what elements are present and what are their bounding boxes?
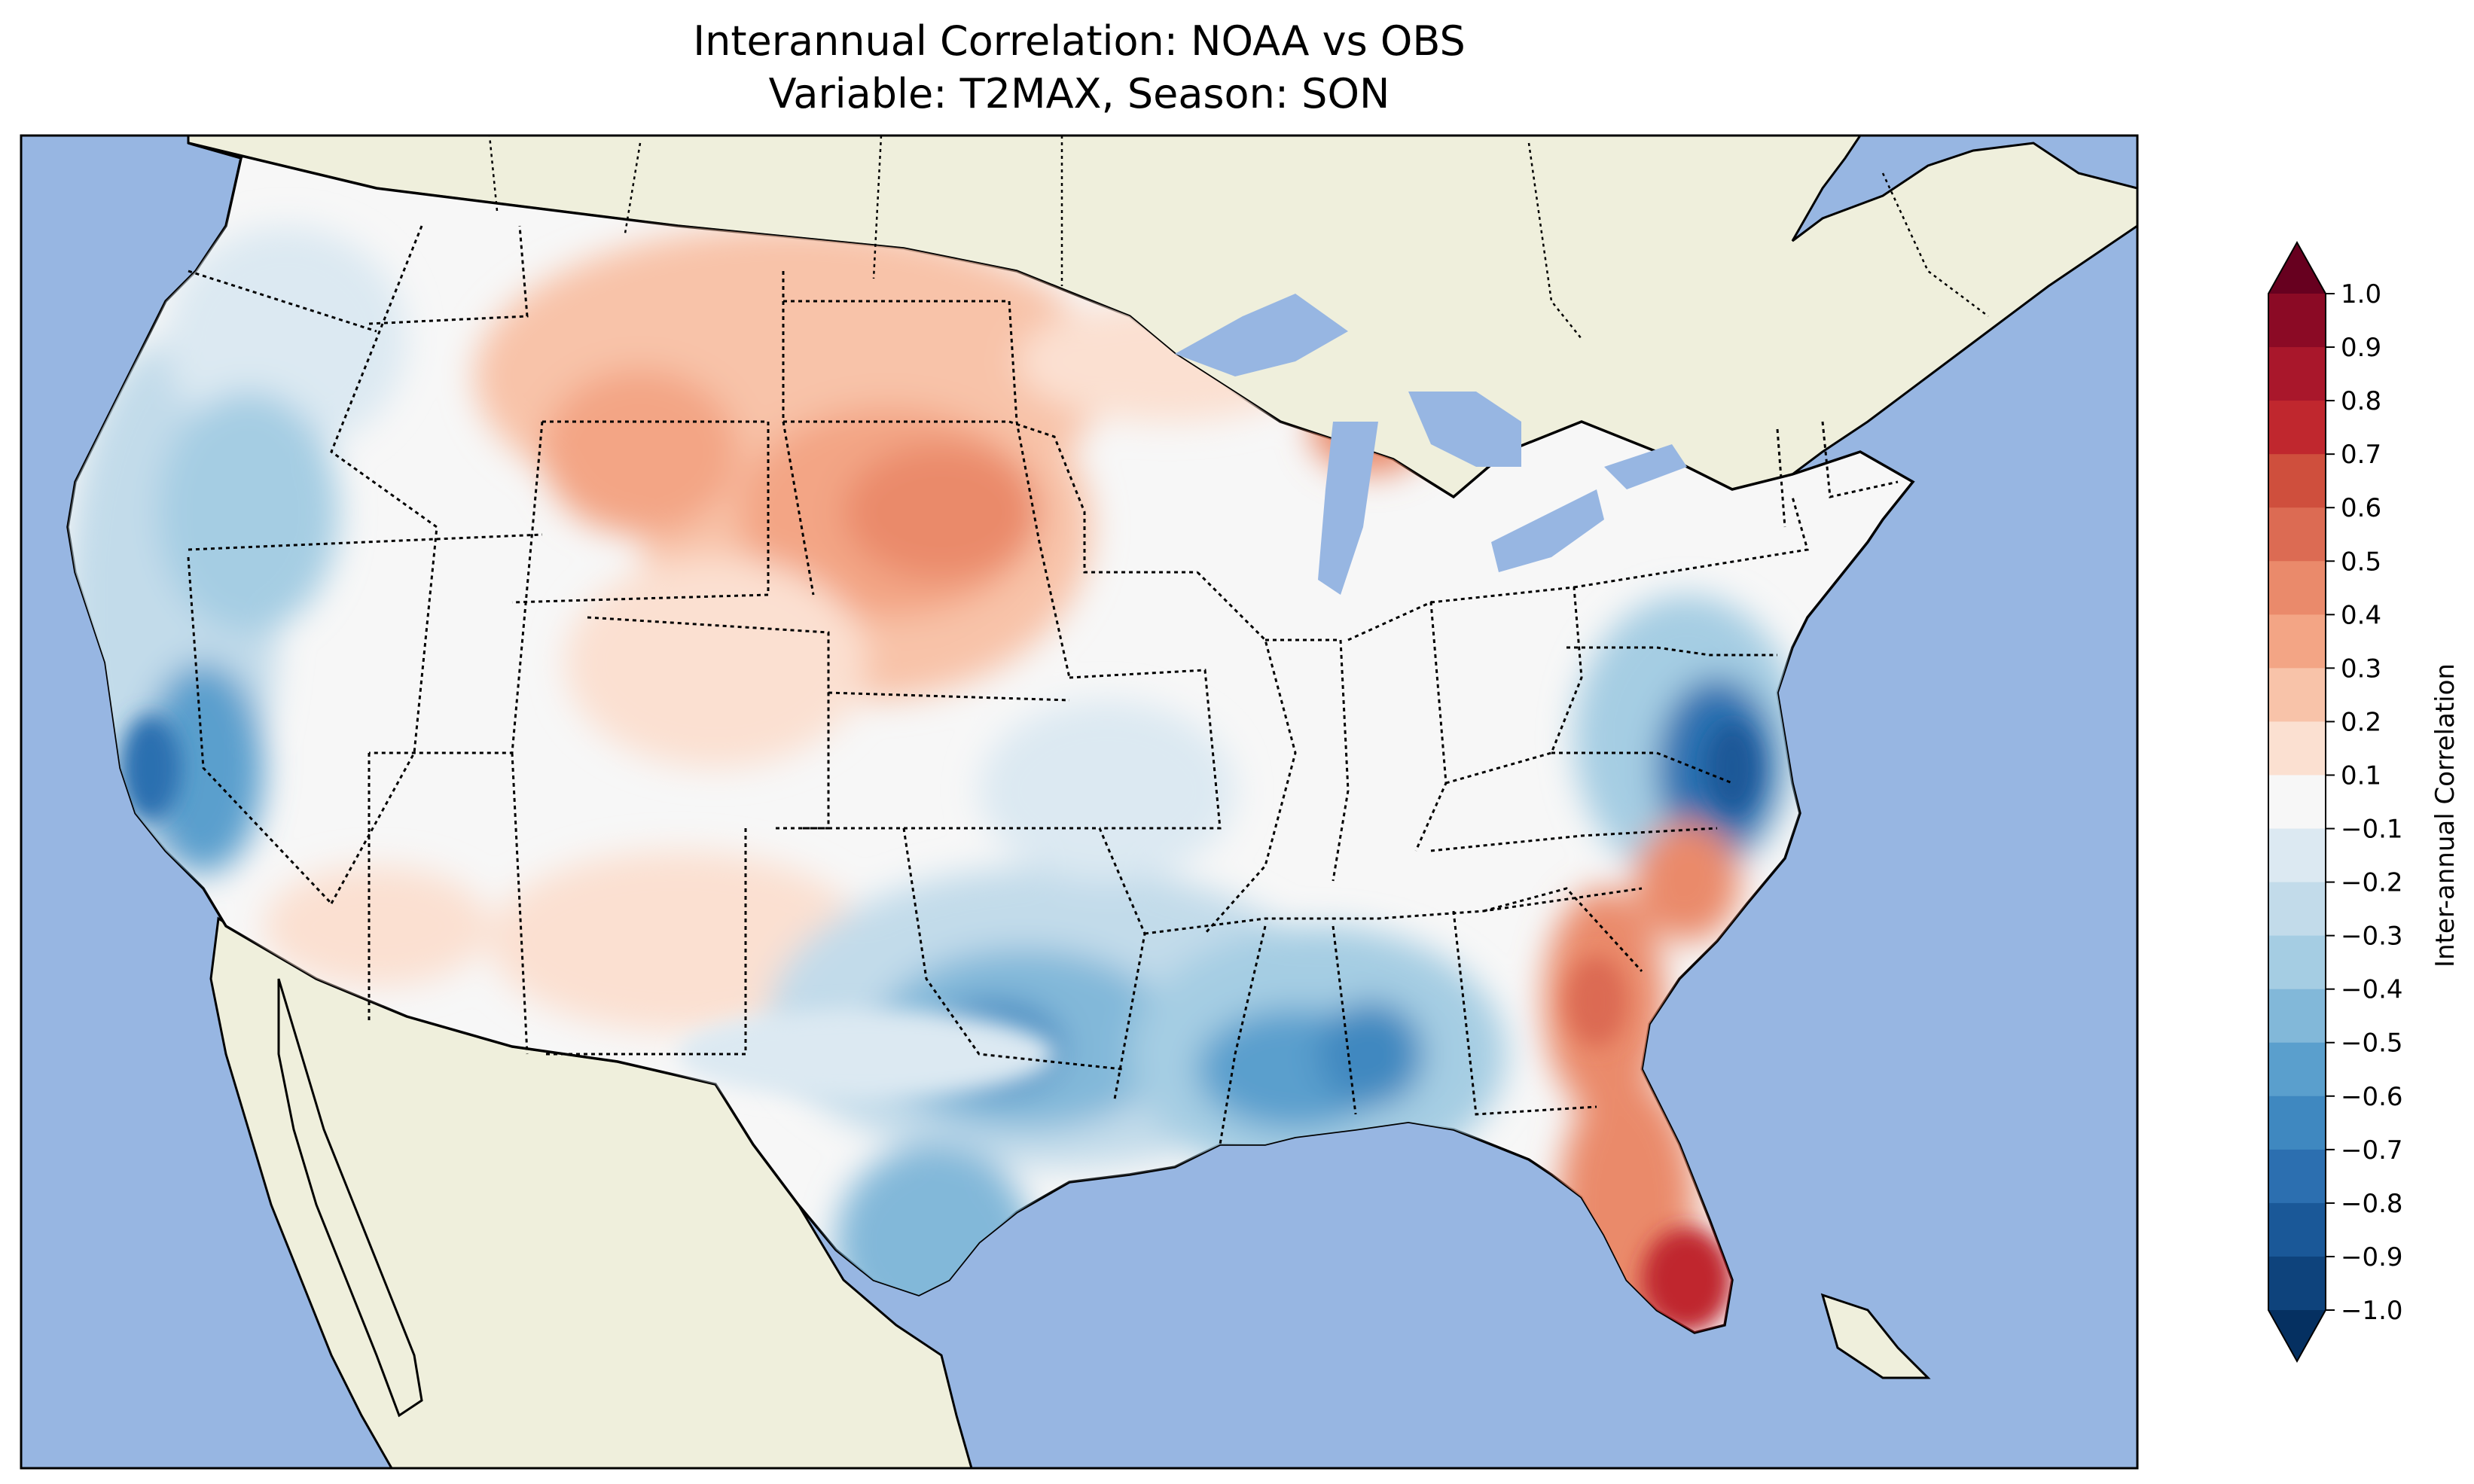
colorbar-tick-label: −0.8 [2341,1189,2403,1219]
colorbar-tick-label: 0.8 [2341,386,2381,416]
colorbar-segment [2268,1095,2326,1150]
colorbar-extend-top [2268,242,2326,294]
colorbar-tick-label: −0.3 [2341,922,2403,952]
colorbar-tick-label: −0.2 [2341,868,2403,898]
colorbar-segment [2268,882,2326,937]
colorbar-segment [2268,775,2326,830]
colorbar-tick-label: 0.5 [2341,547,2381,577]
title-line-2: Variable: T2MAX, Season: SON [768,70,1390,117]
colorbar-segment [2268,294,2326,348]
great-lakes [1175,294,1687,595]
colorbar-segment [2268,614,2326,669]
colorbar-segment [2268,1202,2326,1257]
colorbar-segment [2268,1149,2326,1204]
colorbar-segment [2268,935,2326,990]
colorbar-segment [2268,828,2326,883]
colorbar-tick-label: 0.1 [2341,760,2381,791]
colorbar-tick-label: 0.3 [2341,654,2381,684]
map-frame [20,134,2139,1470]
colorbar-tick-label: 1.0 [2341,279,2381,309]
colorbar-segment [2268,721,2326,776]
colorbar-tick-label: −0.7 [2341,1135,2403,1166]
colorbar-tick-label: 0.4 [2341,600,2381,630]
colorbar-tick-label: 0.6 [2341,493,2381,523]
colorbar-extend-bottom [2268,1310,2326,1361]
colorbar-tick-label: −0.6 [2341,1082,2403,1112]
colorbar-tick-label: −0.5 [2341,1028,2403,1059]
colorbar-tick-label: 0.7 [2341,440,2381,470]
colorbar-segment [2268,989,2326,1044]
colorbar-tick-label: −0.1 [2341,815,2403,845]
colorbar-segment [2268,1042,2326,1097]
colorbar-segment [2268,561,2326,615]
colorbar-segment [2268,401,2326,455]
colorbar-tick-label: 0.9 [2341,333,2381,363]
colorbar-segment [2268,1256,2326,1311]
baja-peninsula [277,978,423,1418]
province-borders [488,136,1989,340]
colorbar-segment [2268,347,2326,401]
title-line-1: Interannual Correlation: NOAA vs OBS [693,17,1466,65]
colorbar-segment [2268,454,2326,508]
colorbar-tick-label: −0.4 [2341,975,2403,1005]
colorbar-tick-label: −0.9 [2341,1242,2403,1272]
cuba [1820,1293,1931,1379]
colorbar-tick-label: −1.0 [2341,1296,2403,1326]
state-borders [187,225,1899,1145]
colorbar-label: Inter-annual Correlation [2430,663,2460,967]
colorbar-tick-label: 0.2 [2341,707,2381,737]
colorbar-segment [2268,668,2326,722]
colorbar-segment [2268,507,2326,562]
